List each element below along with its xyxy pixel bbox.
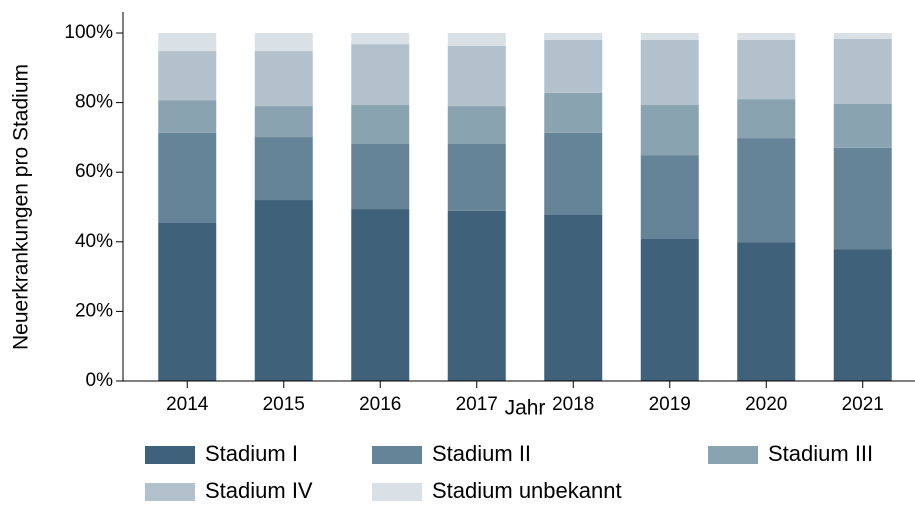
bar-segment [254, 33, 313, 52]
bar-segment [737, 39, 796, 100]
legend-swatch [145, 483, 195, 501]
bar-segment [833, 33, 892, 39]
bar-segment [158, 223, 217, 381]
y-axis-title: Neuerkrankungen pro Stadium [10, 64, 33, 350]
legend-swatch [145, 446, 195, 464]
y-tick-label: 80% [75, 92, 113, 113]
bar-segment [254, 200, 313, 381]
bar-segment [544, 92, 603, 133]
y-tick-label: 40% [75, 231, 113, 252]
bar-segment [351, 105, 410, 145]
x-tick-label: 2014 [166, 394, 209, 415]
y-tick-label: 20% [75, 300, 113, 321]
bar-segment [158, 132, 217, 224]
bar-segment [447, 144, 506, 211]
x-tick-label: 2015 [263, 394, 305, 415]
bar-segment [351, 44, 410, 106]
bar-segment [447, 45, 506, 107]
x-tick-label: 2017 [456, 394, 498, 415]
bar-segment [640, 155, 699, 240]
bar-segment [447, 106, 506, 145]
bar-segment [737, 33, 796, 40]
bar-segment [544, 33, 603, 40]
legend-label: Stadium III [768, 441, 873, 466]
bar-segment [833, 249, 892, 381]
y-tick-label: 60% [75, 161, 113, 182]
bar-segment [158, 100, 217, 133]
y-tick-label: 100% [64, 22, 113, 43]
x-tick-label: 2019 [649, 394, 691, 415]
bar-segment [640, 239, 699, 381]
x-tick-label: 2016 [359, 394, 401, 415]
x-tick-label: 2018 [552, 394, 594, 415]
bar-segment [544, 39, 603, 93]
bar-segment [640, 33, 699, 40]
bar-segment [351, 33, 410, 45]
legend-label: Stadium I [205, 441, 298, 466]
bar-segment [640, 105, 699, 156]
legend-label: Stadium II [432, 441, 531, 466]
bar-segment [447, 33, 506, 46]
bar-segment [351, 144, 410, 210]
bar-segment [833, 38, 892, 104]
bar-segment [351, 209, 410, 381]
legend-swatch [708, 446, 758, 464]
bar-segment [254, 51, 313, 107]
bar-segment [833, 103, 892, 148]
bar-segment [544, 215, 603, 381]
bar-segment [833, 147, 892, 250]
bar-segment [737, 242, 796, 381]
bar-segment [544, 132, 603, 216]
bar-segment [254, 137, 313, 201]
legend-swatch [372, 483, 422, 501]
legend-swatch [372, 446, 422, 464]
bar-segment [737, 99, 796, 139]
x-axis-title: Jahr [505, 397, 546, 420]
bar-segment [158, 33, 217, 52]
x-tick-label: 2021 [842, 394, 884, 415]
bar-segment [640, 39, 699, 106]
bar-segment [254, 106, 313, 138]
y-tick-label: 0% [86, 370, 114, 391]
bar-segment [158, 51, 217, 101]
bar-segment [737, 138, 796, 243]
bar-segment [447, 210, 506, 381]
legend-label: Stadium IV [205, 478, 313, 503]
legend-label: Stadium unbekannt [432, 478, 622, 503]
x-tick-label: 2020 [745, 394, 787, 415]
